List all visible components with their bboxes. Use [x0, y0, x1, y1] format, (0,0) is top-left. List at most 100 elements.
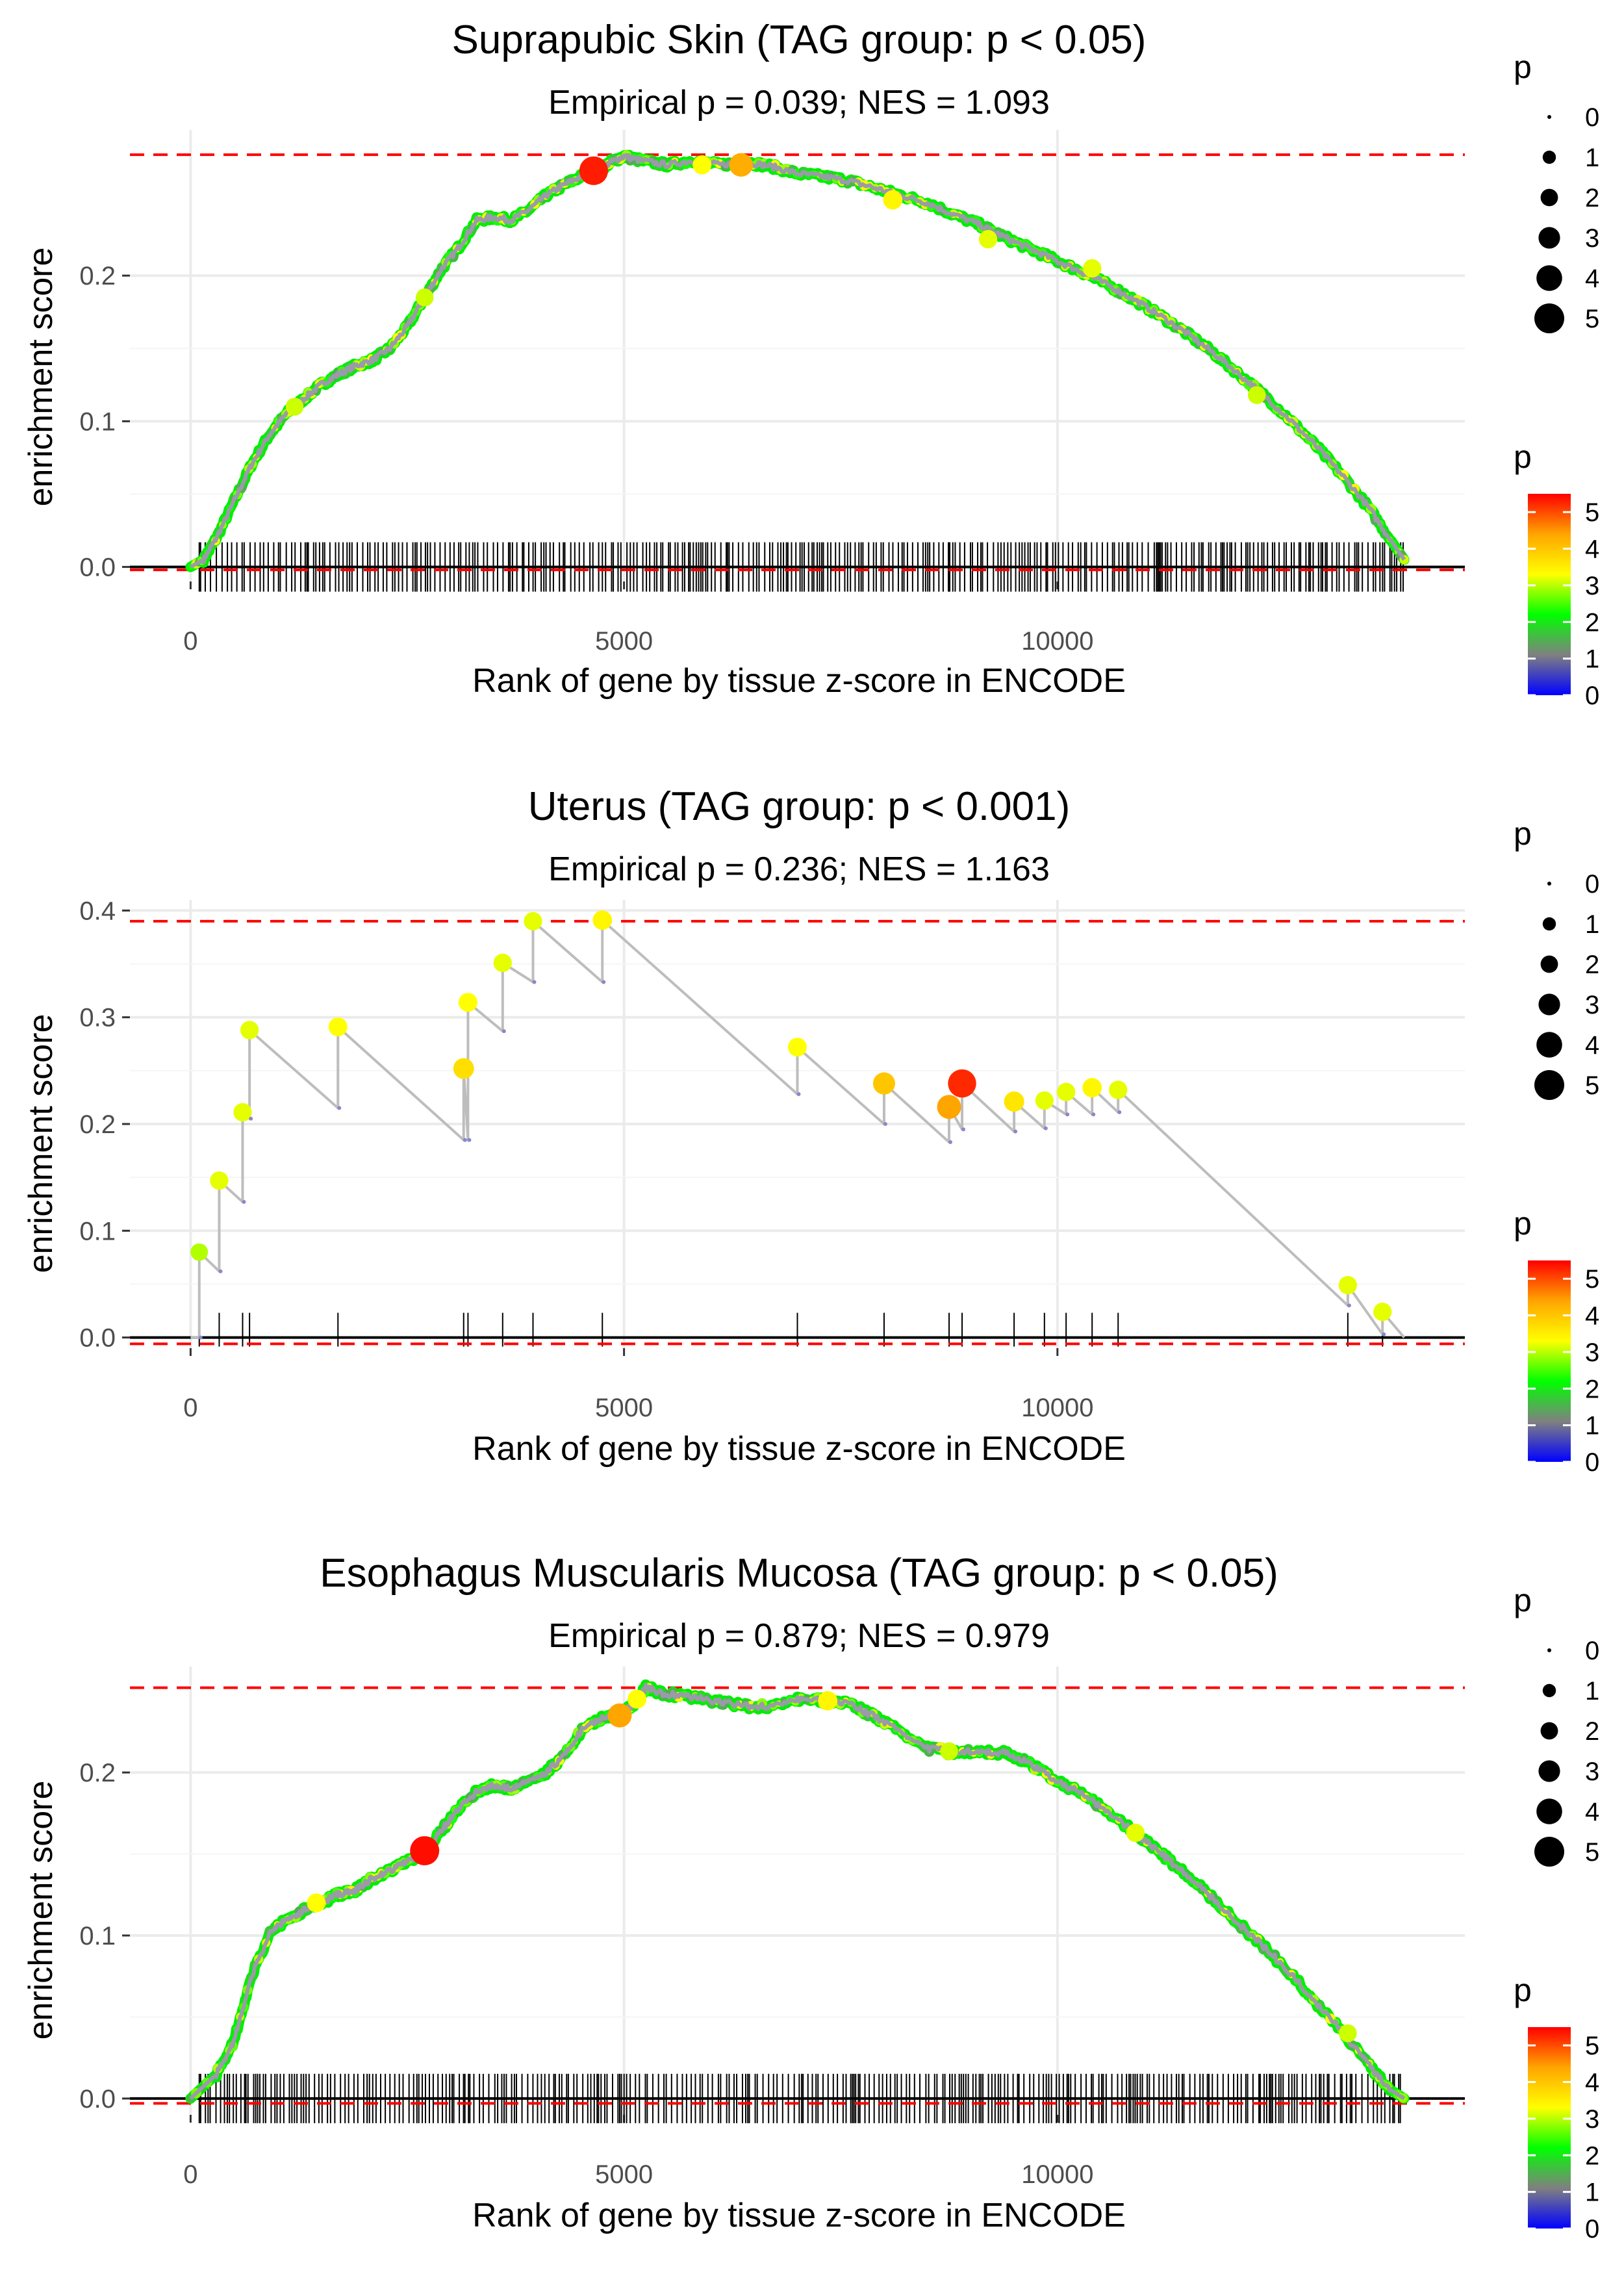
legend-colorbar	[1528, 1260, 1571, 1462]
es-highlight-point	[1339, 2024, 1357, 2043]
legend-size-title: p	[1514, 49, 1532, 85]
legend: p 0 1 2 3 4 5 p 5 4 3 2 1 0	[1514, 815, 1599, 1477]
es-trough-point	[602, 980, 606, 984]
es-highlight-point	[579, 156, 608, 185]
chart-subtitle: Empirical p = 0.039; NES = 1.093	[548, 84, 1050, 121]
es-hit-point	[328, 1017, 348, 1037]
es-curve	[190, 919, 1406, 1339]
y-tick-label: 0.1	[79, 1922, 116, 1950]
x-tick-label: 5000	[595, 2160, 653, 2189]
legend-size-dot	[1547, 882, 1551, 886]
legend-size-dot	[1542, 150, 1556, 164]
x-axis-title: Rank of gene by tissue z-score in ENCODE	[472, 662, 1126, 700]
es-curve	[189, 153, 1406, 569]
es-trough-point	[218, 1269, 223, 1273]
legend-size-dot	[1538, 227, 1560, 249]
legend-size-dot	[1542, 1683, 1556, 1698]
es-curve-halo	[185, 1679, 1410, 2104]
es-trough-point	[337, 1106, 342, 1110]
es-trough-point	[1013, 1129, 1018, 1134]
legend-color-label: 1	[1585, 645, 1599, 674]
x-tick-label: 0	[183, 1394, 197, 1422]
es-hit-point	[240, 1021, 259, 1040]
y-tick-label: 0.1	[79, 407, 116, 436]
es-highlight-point	[1083, 259, 1102, 278]
legend-color-title: p	[1514, 1205, 1532, 1242]
y-tick-label: 0.2	[79, 1759, 116, 1787]
legend-color-label: 1	[1585, 2178, 1599, 2207]
legend: p 0 1 2 3 4 5 p 5 4 3 2 1 0	[1514, 49, 1599, 710]
legend-color-label: 5	[1585, 2032, 1599, 2060]
x-tick-label: 10000	[1021, 2160, 1093, 2189]
es-hit-point	[787, 1038, 807, 1057]
legend-size-dot	[1538, 993, 1560, 1016]
chart-title: Esophagus Muscularis Mucosa (TAG group: …	[320, 1551, 1278, 1596]
y-tick-label: 0.0	[79, 554, 116, 582]
legend-size-title: p	[1514, 815, 1532, 852]
chart-panel-uterus: Uterus (TAG group: p < 0.001) Empirical …	[22, 784, 1599, 1477]
x-tick-label: 5000	[595, 627, 653, 656]
legend-color-label: 2	[1585, 2141, 1599, 2170]
es-highlight-point	[1247, 386, 1266, 404]
es-trough-point	[1065, 1112, 1070, 1117]
legend-color-title: p	[1514, 439, 1532, 475]
legend-size-dot	[1536, 1798, 1562, 1824]
legend-size-label: 0	[1585, 870, 1599, 899]
y-tick-label: 0.3	[79, 1004, 116, 1032]
legend-size-label: 0	[1585, 103, 1599, 132]
es-trough-point	[1382, 1332, 1386, 1336]
x-tick-label: 10000	[1021, 1394, 1093, 1422]
legend-color-label: 4	[1585, 1302, 1599, 1331]
es-hit-point	[1082, 1078, 1102, 1098]
legend-color-label: 0	[1585, 682, 1599, 710]
es-hit-point	[592, 910, 613, 930]
legend-size-dot	[1540, 188, 1558, 207]
y-tick-label: 0.0	[79, 2085, 116, 2114]
es-hit-point	[458, 993, 477, 1012]
es-trough-point	[242, 1199, 246, 1204]
y-tick-label: 0.1	[79, 1217, 116, 1246]
es-trough-point	[1091, 1112, 1096, 1117]
es-trough-point	[1117, 1110, 1122, 1114]
es-trough-point	[961, 1127, 966, 1132]
es-hit-point	[872, 1072, 895, 1095]
legend-size-title: p	[1514, 1582, 1532, 1618]
es-hit-point	[1109, 1080, 1128, 1099]
es-highlight-point	[818, 1691, 838, 1711]
es-highlight-point	[410, 1836, 440, 1865]
legend-size-label: 5	[1585, 1071, 1599, 1100]
legend-size-label: 4	[1585, 1798, 1599, 1826]
x-tick-label: 0	[183, 2160, 197, 2189]
legend-size-label: 5	[1585, 305, 1599, 333]
y-axis-title: enrichment score	[22, 248, 60, 507]
es-hit-point	[1004, 1091, 1024, 1112]
y-tick-label: 0.4	[79, 897, 116, 925]
es-hit-point	[948, 1069, 976, 1098]
legend-size-dot	[1547, 115, 1551, 119]
legend-size-label: 4	[1585, 1031, 1599, 1060]
es-hit-point	[1373, 1302, 1392, 1322]
legend-color-label: 3	[1585, 572, 1599, 600]
es-hit-point	[1057, 1082, 1076, 1101]
chart-subtitle: Empirical p = 0.879; NES = 0.979	[548, 1617, 1050, 1655]
es-trough-point	[883, 1122, 887, 1126]
y-tick-label: 0.0	[79, 1324, 116, 1353]
es-hit-point	[524, 912, 542, 931]
es-hit-point	[937, 1095, 961, 1119]
es-trough-point	[198, 1335, 203, 1340]
x-axis-title: Rank of gene by tissue z-score in ENCODE	[472, 1430, 1126, 1468]
legend-size-dot	[1536, 265, 1562, 291]
legend-color-label: 2	[1585, 1375, 1599, 1403]
legend-size-label: 1	[1585, 910, 1599, 939]
legend-size-label: 0	[1585, 1637, 1599, 1665]
chart-panel-esophagus-muscularis-mucosa: Esophagus Muscularis Mucosa (TAG group: …	[22, 1551, 1599, 2243]
es-hit-point	[210, 1171, 229, 1190]
legend-color-label: 2	[1585, 608, 1599, 637]
es-hit-point	[233, 1103, 252, 1122]
es-trough-point	[796, 1092, 801, 1096]
x-tick-label: 0	[183, 627, 197, 656]
es-hit-point	[1338, 1275, 1358, 1295]
es-trough-point	[1043, 1126, 1048, 1131]
es-highlight-point	[415, 288, 434, 307]
plot-area	[122, 1667, 1465, 2123]
